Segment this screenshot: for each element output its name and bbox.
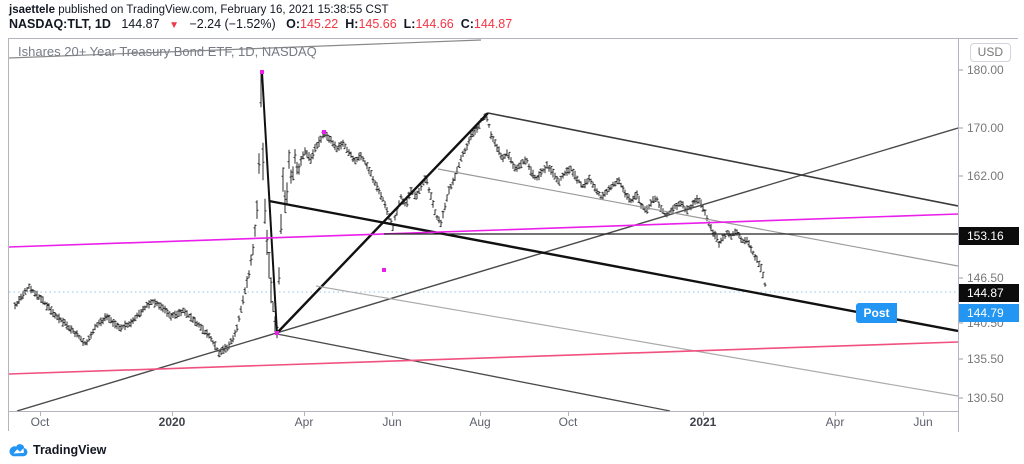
price-tick (959, 277, 963, 279)
quote-line: NASDAQ:TLT, 1D 144.87 ▼ −2.24 (−1.52%) O… (9, 17, 512, 31)
ohlc-key: C: (460, 17, 474, 31)
price-label: 180.00 (967, 63, 1004, 77)
ohlc-value: 145.22 (300, 17, 339, 31)
ohlc-key: O: (286, 17, 300, 31)
price-label: 146.50 (967, 271, 1004, 285)
price-tick (959, 127, 963, 129)
symbol-label: NASDAQ:TLT, 1D (9, 17, 111, 31)
time-tick (835, 412, 836, 416)
time-label-Apr: Apr (825, 415, 845, 429)
price-tick (959, 397, 963, 399)
ohlc-key: H: (345, 17, 359, 31)
byline-text: published on TradingView.com, February 1… (55, 4, 389, 16)
price-label: 135.50 (967, 352, 1004, 366)
currency-button[interactable]: USD (969, 43, 1011, 62)
down-triangle-icon: ▼ (169, 20, 179, 31)
time-tick (480, 412, 481, 416)
axis-corner (958, 411, 1018, 432)
price-tick (959, 175, 963, 177)
chart-plot-area[interactable]: Ishares 20+ Year Treasury Bond ETF, 1D, … (9, 39, 958, 411)
post-market-tag: Post (856, 303, 897, 323)
channel-top-line[interactable] (487, 112, 958, 207)
pivot-falling-line[interactable] (276, 333, 671, 411)
time-tick (923, 412, 924, 416)
price-tick (959, 322, 963, 324)
watermark-label: TradingView (33, 443, 107, 457)
time-label-Jun: Jun (382, 415, 402, 429)
time-tick (172, 412, 173, 416)
time-label-Apr: Apr (294, 415, 314, 429)
chart-widget: Ishares 20+ Year Treasury Bond ETF, 1D, … (8, 38, 1019, 432)
mid-gray-falling-line[interactable] (315, 285, 958, 397)
time-axis[interactable]: Oct 2020 Apr Jun Aug Oct 2021 Apr Jun (9, 411, 958, 432)
anchor-dot[interactable] (275, 331, 279, 335)
price-tick (959, 69, 963, 71)
chart-title: Ishares 20+ Year Treasury Bond ETF, 1D, … (18, 44, 317, 59)
upper-left-trendline[interactable] (9, 39, 482, 59)
anchor-dot[interactable] (382, 268, 386, 272)
time-tick (40, 412, 41, 416)
anchor-dot[interactable] (322, 130, 326, 134)
time-label-Oct: Oct (558, 415, 578, 429)
ohlc-value: 145.66 (358, 17, 397, 31)
price-tag-144.87: 144.87 (959, 284, 1019, 302)
price-tag-153.16: 153.16 (959, 227, 1019, 245)
price-change: −2.24 (−1.52%) (189, 17, 276, 31)
tradingview-cloud-icon (9, 444, 28, 457)
price-tag-144.79: 144.79 (959, 304, 1019, 322)
pivot-to-apex-line[interactable] (276, 112, 489, 334)
price-tick (959, 358, 963, 360)
time-label-Jun: Jun (913, 415, 933, 429)
channel-bottom-line[interactable] (437, 168, 958, 267)
ohlc-values: O:145.22 H:145.66 L:144.66 C:144.87 (279, 17, 512, 31)
time-tick (703, 412, 704, 416)
price-label: 130.50 (967, 391, 1004, 405)
price-label: 170.00 (967, 121, 1004, 135)
last-price: 144.87 (121, 17, 160, 31)
price-label: 162.00 (967, 169, 1004, 183)
time-tick (392, 412, 393, 416)
byline: jsaettele published on TradingView.com, … (9, 4, 389, 16)
time-tick (304, 412, 305, 416)
spike-vertical-line[interactable] (261, 71, 278, 334)
magenta-line[interactable] (9, 213, 958, 248)
ohlc-value: 144.66 (415, 17, 454, 31)
anchor-dot[interactable] (260, 70, 264, 74)
ohlc-value: 144.87 (473, 17, 513, 31)
ohlc-key: L: (403, 17, 416, 31)
time-label-Oct: Oct (30, 415, 50, 429)
time-label-2021: 2021 (689, 415, 717, 429)
price-bars (13, 71, 767, 358)
time-label-2020: 2020 (158, 415, 186, 429)
author-name: jsaettele (9, 4, 56, 16)
tradingview-watermark[interactable]: TradingView (9, 440, 106, 460)
pink-line[interactable] (9, 341, 958, 375)
time-label-Aug: Aug (469, 415, 491, 429)
time-tick (568, 412, 569, 416)
thick-falling-trendline[interactable] (268, 199, 958, 333)
price-axis[interactable]: USD 180.00 170.00 162.00 146.50 140.50 135.50… (958, 39, 1019, 411)
